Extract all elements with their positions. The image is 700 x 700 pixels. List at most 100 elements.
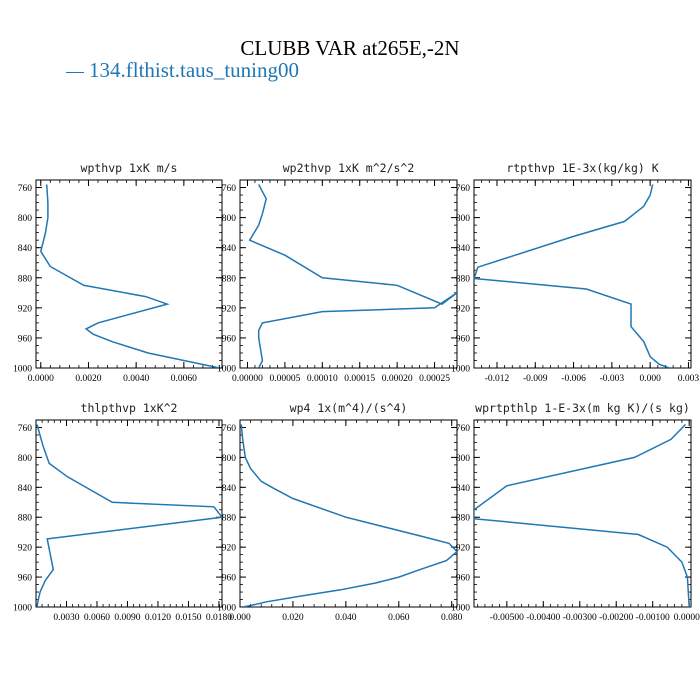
y-tick-label: 960	[18, 334, 33, 344]
y-tick-label: 960	[18, 574, 33, 584]
subplot-1: wpthvp 1xK m/s76080084088092096010000.00…	[13, 161, 223, 384]
subplot-title: wpthvp 1xK m/s	[81, 161, 178, 175]
plot-frame	[239, 419, 458, 608]
legend-label: 134.flthist.taus_tuning00	[89, 58, 299, 82]
y-tick-label: 760	[18, 184, 33, 194]
x-tick-label: -0.00400	[526, 613, 560, 623]
x-tick-label: 0.0060	[84, 613, 110, 623]
x-tick-label: 0.0060	[171, 374, 197, 384]
subplot-title: wp2thvp 1xK m^2/s^2	[283, 161, 415, 175]
y-tick-label: 840	[456, 484, 471, 494]
x-tick-label: 0.0040	[123, 374, 149, 384]
x-tick-label: 0.003	[678, 374, 700, 384]
plot-frame	[35, 419, 223, 608]
y-tick-label: 920	[18, 304, 33, 314]
subplot-title: wprtpthlp 1-E-3x(m kg K)/(s kg)	[475, 401, 690, 415]
y-tick-label: 760	[222, 184, 237, 194]
plot-frame	[35, 179, 223, 369]
x-tick-label: -0.006	[561, 374, 586, 384]
plot-frame	[473, 419, 692, 608]
y-tick-label: 800	[456, 454, 471, 464]
x-tick-label: 0.0000	[28, 374, 54, 384]
y-tick-label: 920	[456, 544, 471, 554]
x-tick-label: -0.00500	[490, 613, 524, 623]
x-tick-label: 0.060	[388, 613, 410, 623]
x-tick-label: 0.0120	[145, 613, 171, 623]
x-tick-label: 0.000	[639, 374, 661, 384]
y-tick-label: 840	[456, 244, 471, 254]
series-line	[240, 424, 457, 607]
x-tick-label: -0.003	[600, 374, 625, 384]
y-tick-label: 1000	[217, 604, 236, 614]
subplot-title: thlpthvp 1xK^2	[81, 401, 178, 415]
series-line	[248, 184, 457, 368]
x-tick-label: 0.00010	[307, 374, 338, 384]
y-tick-label: 880	[222, 514, 237, 524]
y-tick-label: 760	[456, 424, 471, 434]
subplot-2: wp2thvp 1xK m^2/s^2 760 800 840 880 920 960 100…	[217, 161, 458, 384]
figure-title: CLUBB VAR at265E,-2N	[240, 36, 460, 60]
y-tick-label: 800	[222, 214, 237, 224]
y-tick-label: 920	[18, 544, 33, 554]
legend: 134.flthist.taus_tuning00	[66, 58, 299, 83]
y-tick-label: 960	[456, 334, 471, 344]
y-tick-label: 1000	[13, 604, 32, 614]
y-tick-label: 880	[222, 274, 237, 284]
y-tick-label: 880	[456, 514, 471, 524]
x-tick-label: 0.00005	[269, 374, 300, 384]
x-tick-label: 0.00000	[674, 613, 700, 623]
x-tick-label: 0.000	[229, 613, 251, 623]
subplot-4: thlpthvp 1xK^2 760 800 840 880 920 960 1000 0.00…	[13, 401, 232, 623]
x-tick-label: -0.00300	[563, 613, 597, 623]
plot-frame	[473, 179, 692, 369]
subplot-title: wp4 1x(m^4)/(s^4)	[290, 401, 408, 415]
y-tick-label: 800	[456, 214, 471, 224]
x-tick-label: 0.00015	[344, 374, 375, 384]
y-tick-label: 800	[222, 454, 237, 464]
y-tick-label: 840	[18, 484, 33, 494]
x-tick-label: -0.012	[485, 374, 510, 384]
series-line	[474, 423, 690, 607]
y-tick-label: 880	[18, 274, 33, 284]
y-tick-label: 920	[456, 304, 471, 314]
legend-line-icon	[66, 71, 84, 73]
y-tick-label: 1000	[451, 365, 470, 375]
y-tick-label: 840	[222, 244, 237, 254]
subplot-3: rtpthvp 1E-3x(kg/kg) K 760 800 840 880 920 960…	[451, 161, 699, 384]
x-tick-label: -0.00200	[599, 613, 633, 623]
x-tick-label: 0.00020	[382, 374, 413, 384]
y-tick-label: 880	[456, 274, 471, 284]
plot-frame	[239, 179, 458, 369]
series-line	[39, 184, 220, 368]
x-tick-label: 0.0030	[53, 613, 79, 623]
y-tick-label: 800	[18, 214, 33, 224]
series-line	[36, 424, 222, 607]
y-tick-label: 840	[222, 484, 237, 494]
x-tick-label: -0.009	[523, 374, 548, 384]
y-tick-label: 960	[456, 574, 471, 584]
x-tick-label: 0.00000	[232, 374, 263, 384]
y-tick-label: 840	[18, 244, 33, 254]
x-tick-label: 0.020	[282, 613, 304, 623]
y-tick-label: 1000	[13, 365, 32, 375]
x-tick-label: 0.0020	[75, 374, 101, 384]
x-tick-label: -0.00100	[636, 613, 670, 623]
y-tick-label: 800	[18, 454, 33, 464]
y-tick-label: 880	[18, 514, 33, 524]
y-tick-label: 760	[456, 184, 471, 194]
x-tick-label: 0.040	[335, 613, 357, 623]
subplot-5: wp4 1x(m^4)/(s^4)76080084088092096010000…	[217, 401, 463, 623]
y-tick-label: 960	[222, 334, 237, 344]
y-tick-label: 1000	[451, 604, 470, 614]
x-tick-label: 0.00025	[419, 374, 450, 384]
subplot-title: rtpthvp 1E-3x(kg/kg) K	[506, 161, 658, 175]
y-tick-label: 920	[222, 304, 237, 314]
x-tick-label: 0.0180	[206, 613, 232, 623]
subplot-6: wprtpthlp 1-E-3x(m kg K)/(s kg) 760 800 840…	[451, 401, 700, 623]
y-tick-label: 1000	[217, 365, 236, 375]
y-tick-label: 760	[18, 424, 33, 434]
y-tick-label: 920	[222, 544, 237, 554]
y-tick-label: 760	[222, 424, 237, 434]
y-tick-label: 960	[222, 574, 237, 584]
